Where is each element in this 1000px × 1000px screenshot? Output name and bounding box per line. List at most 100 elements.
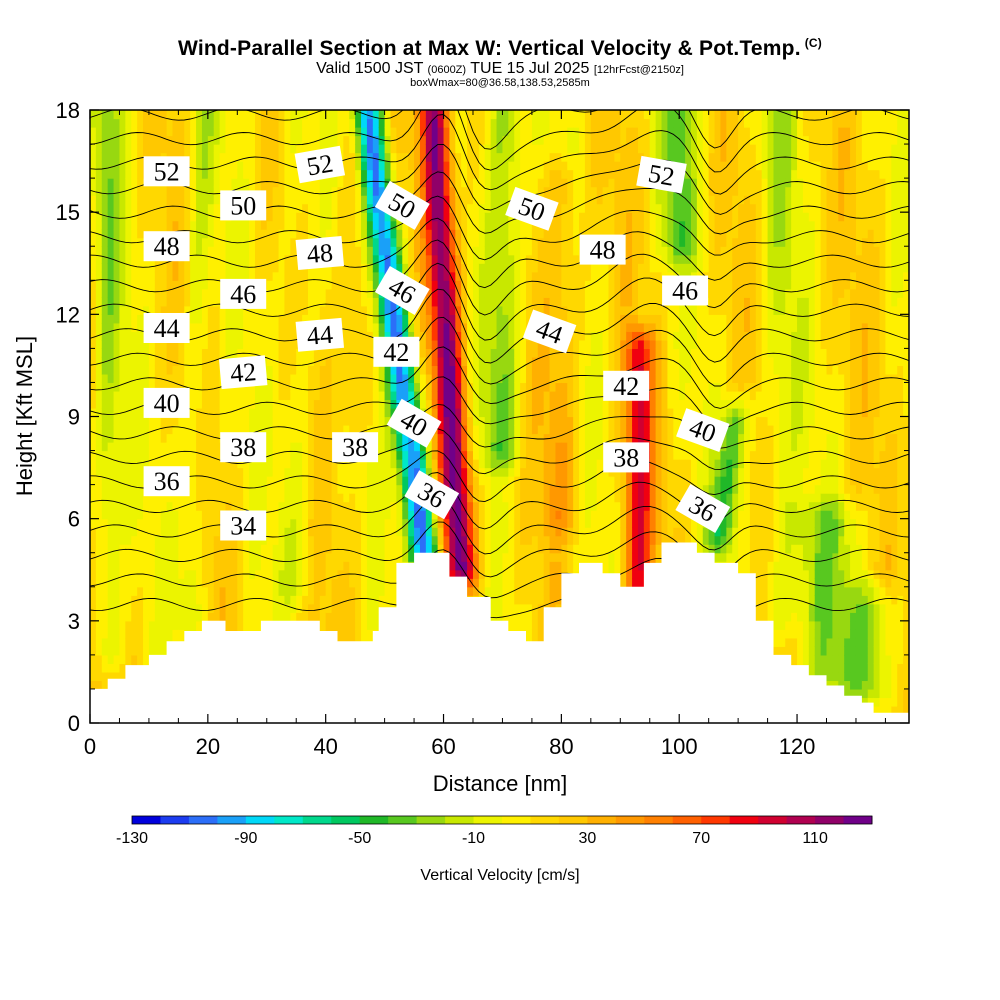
velocity-cell: [154, 450, 162, 460]
velocity-cell: [372, 365, 380, 375]
velocity-cell: [290, 305, 297, 315]
velocity-cell: [137, 586, 144, 596]
velocity-cell: [190, 220, 197, 230]
velocity-cell: [408, 331, 415, 341]
velocity-cell: [308, 433, 315, 443]
velocity-cell: [313, 144, 321, 154]
velocity-cell: [143, 535, 150, 545]
velocity-cell: [455, 271, 462, 281]
velocity-cell: [278, 416, 286, 426]
velocity-cell: [143, 195, 150, 205]
velocity-cell: [101, 390, 109, 401]
velocity-cell: [319, 127, 327, 137]
velocity-cell: [284, 518, 291, 528]
velocity-cell: [284, 254, 291, 264]
velocity-cell: [325, 382, 333, 392]
velocity-cell: [343, 178, 350, 188]
velocity-cell: [366, 297, 374, 307]
velocity-cell: [296, 348, 303, 358]
velocity-cell: [490, 476, 498, 486]
velocity-cell: [249, 331, 256, 341]
velocity-cell: [455, 135, 462, 145]
velocity-cell: [478, 339, 486, 349]
velocity-cell: [390, 220, 397, 230]
velocity-cell: [172, 544, 179, 554]
velocity-cell: [296, 493, 303, 503]
velocity-cell: [113, 339, 121, 349]
velocity-cell: [143, 433, 150, 443]
velocity-cell: [284, 561, 291, 571]
velocity-cell: [213, 399, 221, 409]
velocity-cell: [366, 493, 374, 503]
velocity-cell: [249, 407, 256, 418]
velocity-cell: [231, 544, 238, 554]
velocity-cell: [308, 527, 315, 537]
velocity-cell: [408, 161, 415, 171]
velocity-cell: [302, 476, 309, 486]
velocity-cell: [484, 569, 492, 579]
velocity-cell: [431, 229, 439, 239]
velocity-cell: [137, 220, 144, 230]
velocity-cell: [278, 152, 286, 162]
velocity-cell: [366, 399, 374, 409]
velocity-cell: [414, 169, 421, 179]
velocity-cell: [325, 178, 333, 188]
velocity-cell: [384, 305, 392, 315]
velocity-cell: [154, 535, 162, 545]
velocity-cell: [272, 527, 280, 537]
velocity-cell: [90, 178, 97, 188]
velocity-cell: [125, 220, 132, 230]
velocity-cell: [260, 416, 268, 426]
velocity-cell: [178, 586, 185, 596]
velocity-cell: [408, 373, 415, 384]
velocity-cell: [449, 510, 456, 520]
velocity-cell: [196, 552, 203, 562]
velocity-cell: [95, 501, 103, 511]
velocity-cell: [372, 195, 380, 205]
velocity-cell: [313, 195, 321, 205]
velocity-cell: [272, 510, 280, 520]
velocity-cell: [190, 612, 197, 622]
velocity-cell: [419, 467, 427, 477]
velocity-cell: [125, 518, 132, 528]
velocity-cell: [119, 459, 126, 469]
velocity-cell: [95, 612, 103, 622]
velocity-cell: [361, 527, 368, 537]
velocity-cell: [207, 212, 215, 222]
velocity-cell: [302, 195, 309, 205]
velocity-cell: [455, 280, 462, 290]
velocity-cell: [361, 425, 368, 435]
velocity-cell: [207, 544, 215, 554]
velocity-cell: [478, 356, 486, 367]
velocity-cell: [355, 476, 362, 486]
velocity-cell: [95, 561, 103, 571]
velocity-cell: [361, 195, 368, 205]
velocity-cell: [467, 578, 474, 588]
velocity-cell: [249, 110, 256, 120]
velocity-cell: [437, 476, 445, 486]
velocity-cell: [90, 195, 97, 205]
velocity-cell: [384, 425, 392, 435]
velocity-cell: [190, 127, 197, 137]
velocity-cell: [390, 263, 397, 273]
velocity-cell: [137, 390, 144, 401]
velocity-cell: [166, 195, 174, 205]
velocity-cell: [101, 271, 109, 281]
velocity-cell: [408, 314, 415, 324]
velocity-cell: [237, 552, 244, 562]
velocity-cell: [154, 127, 162, 137]
velocity-cell: [148, 527, 156, 537]
velocity-cell: [119, 229, 126, 239]
velocity-cell: [101, 339, 109, 349]
velocity-cell: [148, 561, 156, 571]
velocity-cell: [396, 127, 403, 137]
velocity-cell: [449, 169, 456, 179]
velocity-cell: [331, 178, 339, 188]
velocity-cell: [260, 118, 268, 128]
velocity-cell: [90, 127, 97, 137]
velocity-cell: [213, 169, 221, 179]
velocity-cell: [431, 365, 439, 375]
velocity-cell: [95, 356, 103, 367]
velocity-cell: [414, 518, 421, 528]
velocity-cell: [237, 331, 244, 341]
